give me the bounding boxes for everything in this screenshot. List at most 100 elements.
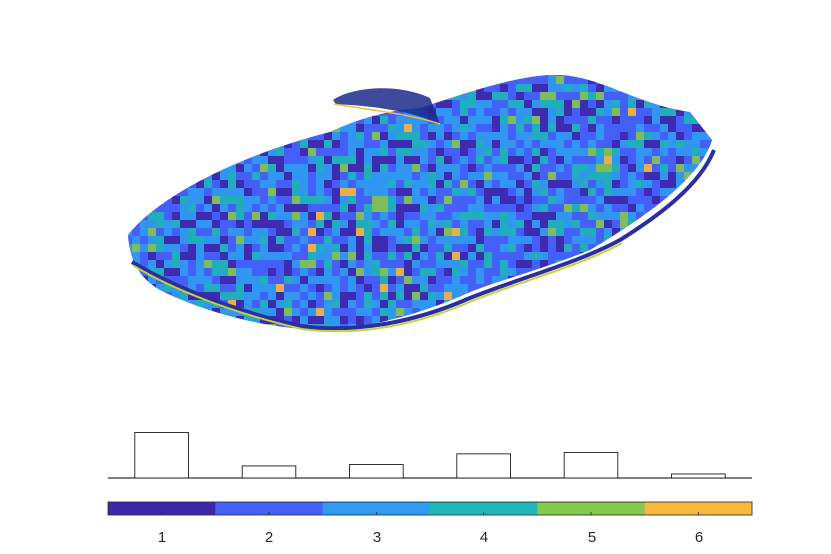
model-cell xyxy=(196,228,204,236)
model-cell xyxy=(356,132,364,140)
model-cell xyxy=(468,116,476,124)
model-cell xyxy=(356,244,364,252)
model-cell xyxy=(396,252,404,260)
model-cell xyxy=(276,308,284,316)
model-cell xyxy=(388,276,396,284)
model-cell xyxy=(468,124,476,132)
model-cell xyxy=(428,292,436,300)
model-cell xyxy=(340,252,348,260)
model-cell xyxy=(356,196,364,204)
model-cell xyxy=(460,284,468,292)
model-cell xyxy=(276,172,284,180)
model-cell xyxy=(364,260,372,268)
model-cell xyxy=(428,164,436,172)
model-cell xyxy=(404,244,412,252)
model-cell xyxy=(596,148,604,156)
model-cell xyxy=(396,156,404,164)
model-cell xyxy=(308,252,316,260)
model-cell xyxy=(372,164,380,172)
model-cell xyxy=(180,212,188,220)
model-cell xyxy=(508,188,516,196)
model-cell xyxy=(228,220,236,228)
model-cell xyxy=(220,196,228,204)
model-cell xyxy=(212,276,220,284)
model-cell xyxy=(404,188,412,196)
model-cell xyxy=(580,236,588,244)
model-cell xyxy=(548,196,556,204)
model-cell xyxy=(628,124,636,132)
model-cell xyxy=(388,268,396,276)
model-cell xyxy=(476,116,484,124)
model-cell xyxy=(652,148,660,156)
model-cell xyxy=(508,244,516,252)
model-cell xyxy=(292,260,300,268)
model-cell xyxy=(596,100,604,108)
model-cell xyxy=(396,172,404,180)
model-cell xyxy=(540,180,548,188)
model-cell xyxy=(660,180,668,188)
model-cell xyxy=(172,236,180,244)
model-cell xyxy=(620,108,628,116)
model-cell xyxy=(196,300,204,308)
model-cell xyxy=(596,180,604,188)
model-cell xyxy=(620,116,628,124)
model-cell xyxy=(508,260,516,268)
model-cell xyxy=(396,300,404,308)
model-cell xyxy=(300,156,308,164)
model-cell xyxy=(556,100,564,108)
model-cell xyxy=(540,204,548,212)
model-cell xyxy=(524,252,532,260)
model-cell xyxy=(244,180,252,188)
model-cell xyxy=(524,268,532,276)
model-cell xyxy=(444,172,452,180)
model-cell xyxy=(604,108,612,116)
model-cell xyxy=(188,196,196,204)
model-cell xyxy=(588,108,596,116)
model-cell xyxy=(316,252,324,260)
model-cell xyxy=(532,260,540,268)
model-cell xyxy=(460,252,468,260)
model-cell xyxy=(532,188,540,196)
model-cell xyxy=(580,92,588,100)
model-cell xyxy=(500,156,508,164)
model-cell xyxy=(524,164,532,172)
model-cell xyxy=(428,268,436,276)
model-cell xyxy=(652,124,660,132)
model-cell xyxy=(204,244,212,252)
model-cell xyxy=(452,188,460,196)
model-cell xyxy=(324,164,332,172)
model-cell xyxy=(436,284,444,292)
model-cell xyxy=(572,92,580,100)
model-cell xyxy=(668,140,676,148)
model-cell xyxy=(604,228,612,236)
model-cell xyxy=(612,212,620,220)
model-cell xyxy=(460,276,468,284)
model-cell xyxy=(596,220,604,228)
model-cell xyxy=(316,220,324,228)
model-cell xyxy=(620,196,628,204)
model-cell xyxy=(524,108,532,116)
model-cell xyxy=(492,116,500,124)
model-cell xyxy=(588,164,596,172)
model-cell xyxy=(444,220,452,228)
model-cell xyxy=(364,244,372,252)
model-cell xyxy=(220,268,228,276)
model-cell xyxy=(300,148,308,156)
model-cell xyxy=(572,84,580,92)
model-cell xyxy=(580,212,588,220)
model-cell xyxy=(532,116,540,124)
model-cell xyxy=(508,92,516,100)
model-cell xyxy=(220,204,228,212)
model-cell xyxy=(324,252,332,260)
model-cell xyxy=(492,188,500,196)
model-cell xyxy=(508,164,516,172)
model-cell xyxy=(436,172,444,180)
model-cell xyxy=(188,276,196,284)
model-cell xyxy=(468,188,476,196)
model-cell xyxy=(436,164,444,172)
model-cell xyxy=(172,244,180,252)
model-cell xyxy=(388,164,396,172)
model-cell xyxy=(324,268,332,276)
model-cell xyxy=(412,132,420,140)
